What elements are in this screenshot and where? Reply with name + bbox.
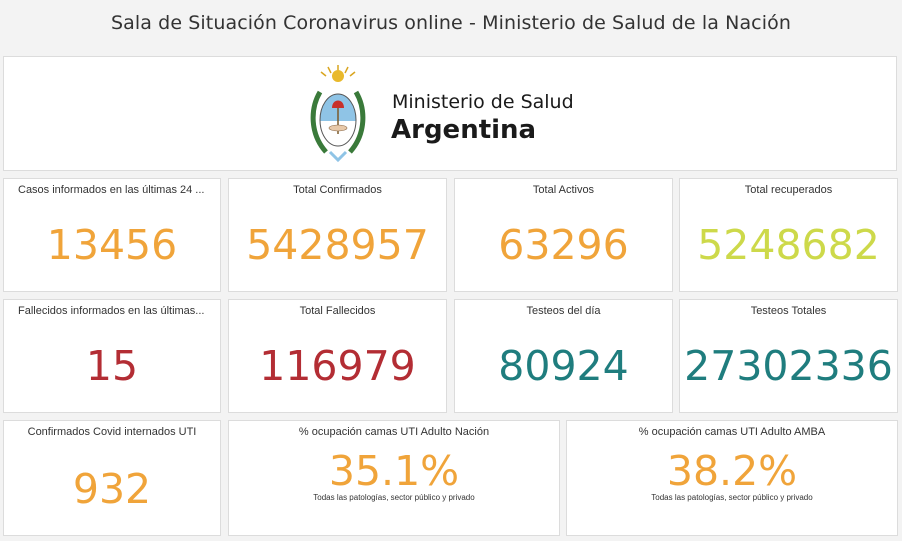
card-note: Todas las patologías, sector público y p… xyxy=(313,493,475,502)
card-ocupacion-amba: % ocupación camas UTI Adulto AMBA 38.2% … xyxy=(566,420,898,536)
card-casos-24h: Casos informados en las últimas 24 ... 1… xyxy=(3,178,221,292)
card-label: Testeos del día xyxy=(526,305,601,317)
logo-line-1: Ministerio de Salud xyxy=(392,91,574,113)
card-value: 27302336 xyxy=(684,342,893,390)
card-total-fallecidos: Total Fallecidos 116979 xyxy=(228,299,447,413)
card-fallecidos-24h: Fallecidos informados en las últimas... … xyxy=(3,299,221,413)
card-internados-uti: Confirmados Covid internados UTI 932 xyxy=(3,420,221,536)
card-label: % ocupación camas UTI Adulto AMBA xyxy=(638,426,826,438)
card-label: Testeos Totales xyxy=(750,305,827,317)
card-label: Total recuperados xyxy=(744,184,833,196)
card-total-recuperados: Total recuperados 5248682 xyxy=(679,178,898,292)
card-value: 5428957 xyxy=(246,221,429,269)
card-value: 5248682 xyxy=(697,221,880,269)
card-value: 35.1% xyxy=(328,447,460,495)
card-total-confirmados: Total Confirmados 5428957 xyxy=(228,178,447,292)
card-ocupacion-nacion: % ocupación camas UTI Adulto Nación 35.1… xyxy=(228,420,560,536)
card-value: 15 xyxy=(85,342,139,390)
card-label: Total Fallecidos xyxy=(299,305,376,317)
card-value: 63296 xyxy=(498,221,629,269)
card-label: % ocupación camas UTI Adulto Nación xyxy=(298,426,490,438)
logo-line-2: Argentina xyxy=(391,115,537,145)
card-testeos-dia: Testeos del día 80924 xyxy=(454,299,673,413)
page-title: Sala de Situación Coronavirus online - M… xyxy=(111,12,791,34)
card-value: 38.2% xyxy=(666,447,798,495)
card-value: 80924 xyxy=(498,342,629,390)
card-value: 13456 xyxy=(46,221,178,269)
card-total-activos: Total Activos 63296 xyxy=(454,178,673,292)
card-label: Confirmados Covid internados UTI xyxy=(27,426,197,438)
card-value: 932 xyxy=(72,465,152,513)
logo-banner: Ministerio de Salud Argentina xyxy=(3,56,897,171)
card-label: Fallecidos informados en las últimas... xyxy=(18,305,205,317)
card-label: Total Confirmados xyxy=(293,184,382,196)
argentina-coat-of-arms-icon xyxy=(310,65,366,163)
card-label: Casos informados en las últimas 24 ... xyxy=(18,184,205,196)
card-testeos-totales: Testeos Totales 27302336 xyxy=(679,299,898,413)
card-value: 116979 xyxy=(259,342,416,390)
card-note: Todas las patologías, sector público y p… xyxy=(651,493,813,502)
card-label: Total Activos xyxy=(532,184,595,196)
